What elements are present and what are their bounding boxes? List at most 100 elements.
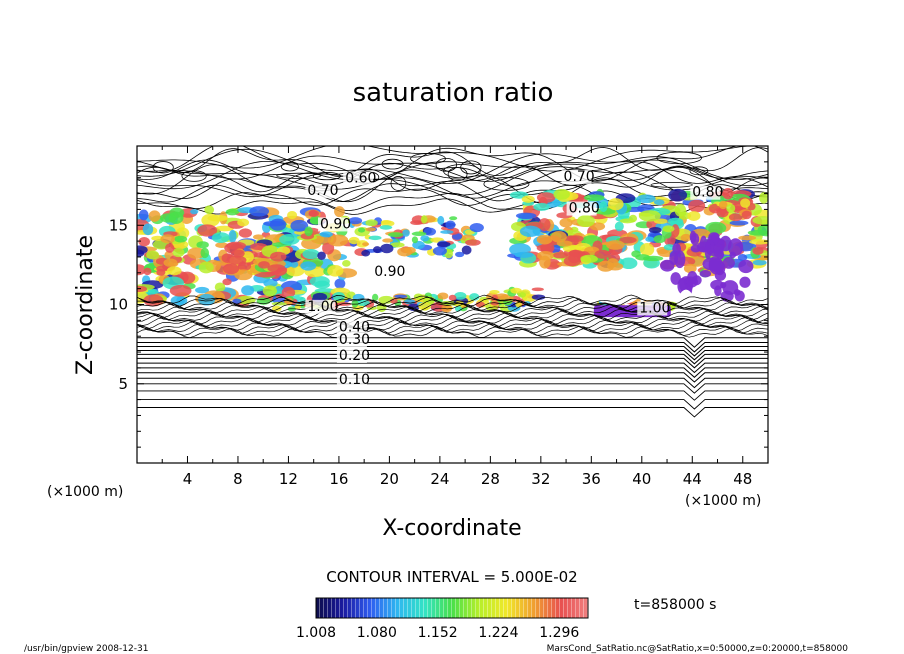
saturation-cell — [448, 294, 457, 301]
lower-contour — [137, 357, 768, 369]
saturation-cell — [211, 232, 230, 243]
saturation-cell — [553, 188, 570, 200]
top-contour — [137, 160, 768, 191]
closed-contour — [483, 177, 530, 191]
saturation-cell — [759, 192, 768, 204]
saturation-cell — [599, 201, 608, 213]
saturation-cell — [653, 235, 666, 244]
saturation-cell — [169, 207, 185, 218]
contour-label: 0.90 — [320, 216, 351, 232]
lower-contour — [137, 372, 768, 383]
saturation-cell — [252, 234, 264, 240]
saturation-cell — [716, 207, 729, 218]
saturation-cell — [515, 212, 537, 220]
lower-contour — [137, 342, 768, 353]
saturation-cell — [437, 241, 451, 248]
contour-label: 0.80 — [692, 185, 723, 201]
saturation-cell — [752, 216, 768, 225]
closed-contour — [390, 176, 407, 191]
saturation-cell — [441, 304, 453, 313]
saturation-cell — [195, 286, 210, 294]
saturation-cell — [361, 249, 371, 257]
contour-label-bg — [336, 372, 367, 387]
saturation-cell — [648, 226, 662, 234]
saturation-cell — [304, 226, 313, 237]
top-contour — [137, 146, 768, 182]
contour-label-bg — [690, 185, 721, 200]
saturation-cell — [222, 278, 232, 286]
saturation-cell — [234, 269, 253, 281]
y-tick-label: 5 — [118, 375, 128, 393]
saturation-cell — [196, 241, 209, 249]
contour-label: 0.10 — [339, 372, 370, 388]
dense-contour — [137, 294, 768, 305]
saturation-cell — [722, 187, 734, 200]
saturation-cell — [738, 235, 757, 241]
saturation-cell — [726, 203, 736, 213]
top-contour — [137, 148, 768, 187]
saturation-cell — [559, 217, 573, 228]
saturation-cell — [680, 233, 692, 242]
saturation-cell — [187, 247, 206, 259]
saturation-cell — [454, 300, 464, 308]
saturation-cell-low — [687, 270, 698, 284]
saturation-cell — [172, 247, 185, 258]
saturation-cell — [142, 223, 154, 236]
saturation-cell — [222, 263, 240, 275]
saturation-cell — [614, 221, 624, 232]
saturation-cell — [469, 293, 480, 301]
saturation-cell — [197, 224, 218, 237]
saturation-cell — [752, 247, 764, 255]
saturation-cell — [445, 220, 456, 230]
y-tick-label: 10 — [109, 296, 128, 314]
saturation-cell — [160, 234, 175, 244]
saturation-cell — [263, 220, 285, 227]
saturation-cell — [394, 294, 408, 299]
saturation-cell — [531, 294, 546, 300]
saturation-cell — [348, 217, 363, 225]
closed-contour — [650, 182, 693, 188]
closed-contour — [312, 172, 341, 181]
saturation-cell — [365, 227, 377, 232]
saturation-cell — [411, 236, 419, 244]
saturation-cell — [729, 220, 749, 226]
colorbar-tick-label: 1.080 — [357, 625, 397, 641]
saturation-cell — [489, 290, 500, 295]
colorbar-frame — [315, 597, 589, 619]
contour-label: 0.90 — [374, 264, 405, 280]
upper-contour — [137, 155, 768, 182]
saturation-cell — [214, 282, 226, 292]
saturation-cell — [533, 202, 550, 211]
saturation-cell — [317, 251, 326, 260]
colorbar-tick-label: 1.296 — [539, 625, 579, 641]
saturation-cell — [638, 210, 661, 222]
y-axis: 5 10 15 — [109, 161, 768, 448]
lower-contour — [137, 407, 768, 418]
saturation-cell — [550, 231, 567, 243]
saturation-cell — [674, 204, 687, 217]
saturation-cell — [461, 245, 472, 255]
x-tick-label: 4 — [183, 470, 193, 488]
saturation-cell — [397, 247, 413, 257]
saturation-cell — [728, 213, 743, 222]
saturation-cell — [319, 231, 333, 238]
saturation-cell — [312, 292, 328, 302]
x-tick-label: 44 — [683, 470, 702, 488]
saturation-cell — [517, 291, 527, 298]
saturation-cell — [718, 200, 728, 210]
x-tick-label: 48 — [733, 470, 752, 488]
saturation-cell — [645, 236, 655, 242]
saturation-cell-low — [713, 243, 724, 258]
saturation-cell — [228, 229, 237, 243]
saturation-cell — [514, 251, 534, 258]
footer-right: MarsCond_SatRatio.nc@SatRatio,x=0:50000,… — [547, 644, 849, 654]
closed-contour — [656, 151, 702, 165]
saturation-cell — [300, 261, 317, 271]
x-tick-label: 40 — [632, 470, 651, 488]
saturation-cell — [749, 239, 768, 245]
saturation-cell — [404, 299, 416, 305]
saturation-cell — [327, 265, 344, 277]
saturation-cell — [437, 292, 449, 300]
saturation-cell — [510, 287, 522, 294]
x-tick-label: 36 — [582, 470, 601, 488]
